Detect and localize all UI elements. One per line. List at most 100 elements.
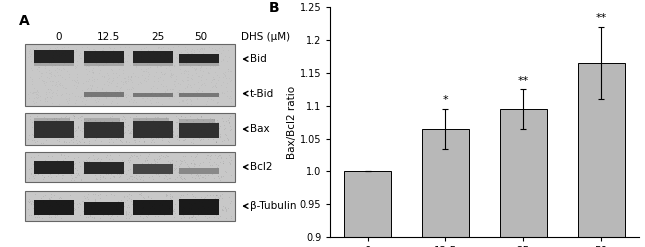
Point <box>202 208 212 212</box>
Point <box>215 178 225 182</box>
Point <box>169 215 179 219</box>
Point <box>123 212 133 216</box>
Point <box>130 209 140 213</box>
Point <box>185 169 195 173</box>
Point <box>144 62 154 66</box>
Point <box>170 163 181 166</box>
Point <box>144 55 154 59</box>
Point <box>196 46 206 50</box>
Point <box>216 175 226 179</box>
Point <box>122 198 132 202</box>
Point <box>97 51 108 55</box>
Point <box>95 169 106 173</box>
Point <box>133 156 143 160</box>
Point <box>30 192 41 196</box>
Point <box>151 172 161 176</box>
Point <box>198 197 208 201</box>
Point <box>182 85 192 89</box>
Point <box>116 55 126 59</box>
Point <box>108 48 118 52</box>
Point <box>141 121 152 125</box>
Point <box>88 216 99 220</box>
Point <box>211 81 221 84</box>
Point <box>59 131 69 135</box>
Point <box>25 47 35 51</box>
Point <box>161 203 172 207</box>
Point <box>172 133 183 137</box>
Point <box>194 136 204 140</box>
Point <box>104 140 114 144</box>
Point <box>127 80 137 83</box>
Point <box>139 46 150 50</box>
Point <box>36 74 46 78</box>
Point <box>123 128 134 132</box>
Point <box>146 196 156 200</box>
Point <box>73 116 83 120</box>
Point <box>103 160 114 164</box>
Point <box>33 172 43 176</box>
Point <box>82 127 92 131</box>
Point <box>90 173 101 177</box>
Point <box>54 82 64 86</box>
Point <box>148 137 158 141</box>
Point <box>215 59 226 63</box>
Point <box>219 73 230 77</box>
Point <box>87 133 97 137</box>
Point <box>45 46 55 50</box>
Point <box>174 88 184 92</box>
Text: B: B <box>268 0 279 15</box>
Point <box>117 58 127 62</box>
Point <box>48 60 58 64</box>
Point <box>51 211 61 215</box>
Point <box>142 166 152 170</box>
Point <box>173 135 183 139</box>
Point <box>224 161 235 165</box>
Point <box>151 100 161 103</box>
Point <box>127 203 137 206</box>
Point <box>101 126 111 130</box>
Point <box>119 60 129 64</box>
Point <box>97 91 108 95</box>
Point <box>74 56 84 60</box>
Point <box>108 193 119 197</box>
Point <box>146 131 156 135</box>
Point <box>80 209 90 213</box>
Point <box>226 78 237 82</box>
Point <box>39 175 49 179</box>
Point <box>221 76 231 80</box>
Point <box>225 155 235 159</box>
Point <box>92 131 103 135</box>
Point <box>206 85 217 89</box>
Point <box>152 136 163 140</box>
Point <box>30 49 41 53</box>
Point <box>182 50 192 54</box>
Point <box>70 66 81 70</box>
Point <box>98 134 108 138</box>
Point <box>61 114 71 118</box>
Point <box>186 207 196 211</box>
Point <box>88 70 98 74</box>
Point <box>226 200 237 204</box>
Point <box>69 208 79 212</box>
Point <box>108 52 119 56</box>
Point <box>70 79 80 83</box>
Point <box>64 167 74 171</box>
Point <box>188 141 198 144</box>
Point <box>59 45 69 49</box>
Point <box>107 213 117 217</box>
Point <box>54 49 64 53</box>
Point <box>79 95 90 99</box>
Text: 0: 0 <box>55 32 62 42</box>
Point <box>197 200 207 204</box>
Point <box>179 138 189 142</box>
Point <box>121 172 131 176</box>
Point <box>54 196 64 200</box>
Bar <box>179 93 219 97</box>
Point <box>119 76 130 80</box>
Point <box>52 138 62 142</box>
Point <box>89 79 99 83</box>
Point <box>121 209 132 213</box>
Point <box>168 130 178 134</box>
Point <box>69 171 79 175</box>
Point <box>198 127 208 131</box>
